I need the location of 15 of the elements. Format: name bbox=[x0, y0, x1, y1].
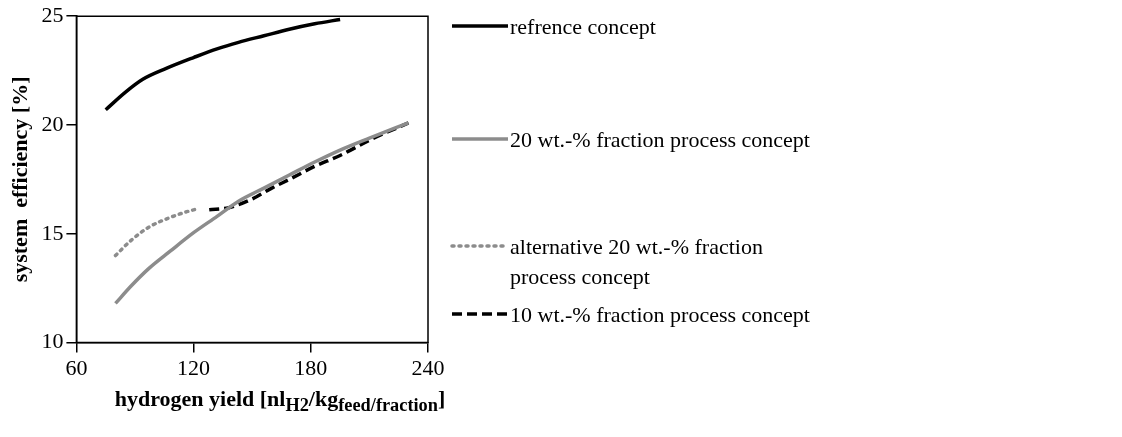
legend-label: 20 wt.-% fraction process concept bbox=[510, 126, 810, 154]
y-tick-label: 20 bbox=[41, 110, 64, 136]
y-tick-label: 15 bbox=[41, 219, 64, 245]
line-series bbox=[113, 121, 411, 306]
x-tick-label: 180 bbox=[294, 354, 328, 380]
legend-label: 10 wt.-% fraction process concept bbox=[510, 301, 810, 329]
y-tick-label: 10 bbox=[41, 328, 64, 354]
x-axis-title: hydrogen yield [nl$_{H2}$/kg$_{feed/fraction}$] bbox=[113, 385, 447, 418]
y-axis-title: system efficiency [%] bbox=[6, 76, 32, 283]
x-tick-label: 240 bbox=[411, 354, 445, 380]
x-tick-label: 60 bbox=[65, 354, 88, 380]
legend-label: alternative 20 wt.-% fraction process concept bbox=[510, 233, 764, 291]
y-tick-label: 25 bbox=[41, 1, 64, 27]
legend-label: refrence concept bbox=[510, 13, 657, 41]
x-tick-label: 120 bbox=[177, 354, 211, 380]
